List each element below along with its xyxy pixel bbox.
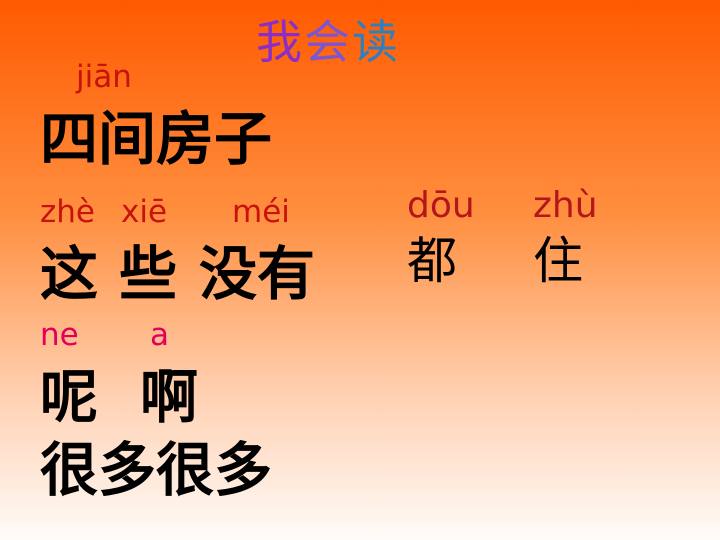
title-char-1: 我	[256, 15, 304, 69]
pinyin-jian: jiān	[76, 59, 132, 95]
pinyin-ne: ne	[40, 317, 79, 353]
pinyin-zhe: zhè	[40, 194, 95, 230]
pinyin-zhu: zhù	[533, 185, 598, 226]
pinyin-dou: dōu	[407, 185, 475, 226]
hanzi-meiyou: 没有	[199, 240, 316, 308]
hanzi-a: 啊	[140, 363, 199, 431]
hanzi-ne: 呢	[40, 363, 99, 431]
title-char-2: 会	[304, 15, 352, 69]
title-char-3: 读	[352, 15, 400, 69]
pinyin-a: a	[150, 317, 169, 353]
hanzi-row-4: 很多很多	[40, 436, 273, 504]
slide-title: 我会读	[256, 6, 400, 72]
pinyin-xie: xiē	[121, 194, 168, 230]
hanzi-dou: 都	[407, 232, 457, 290]
hanzi-xie: 些	[119, 240, 178, 308]
hanzi-row-1: 四间房子	[40, 105, 273, 173]
pinyin-mei: méi	[232, 194, 290, 230]
hanzi-zhe: 这	[40, 240, 99, 308]
hanzi-zhu: 住	[533, 232, 583, 290]
